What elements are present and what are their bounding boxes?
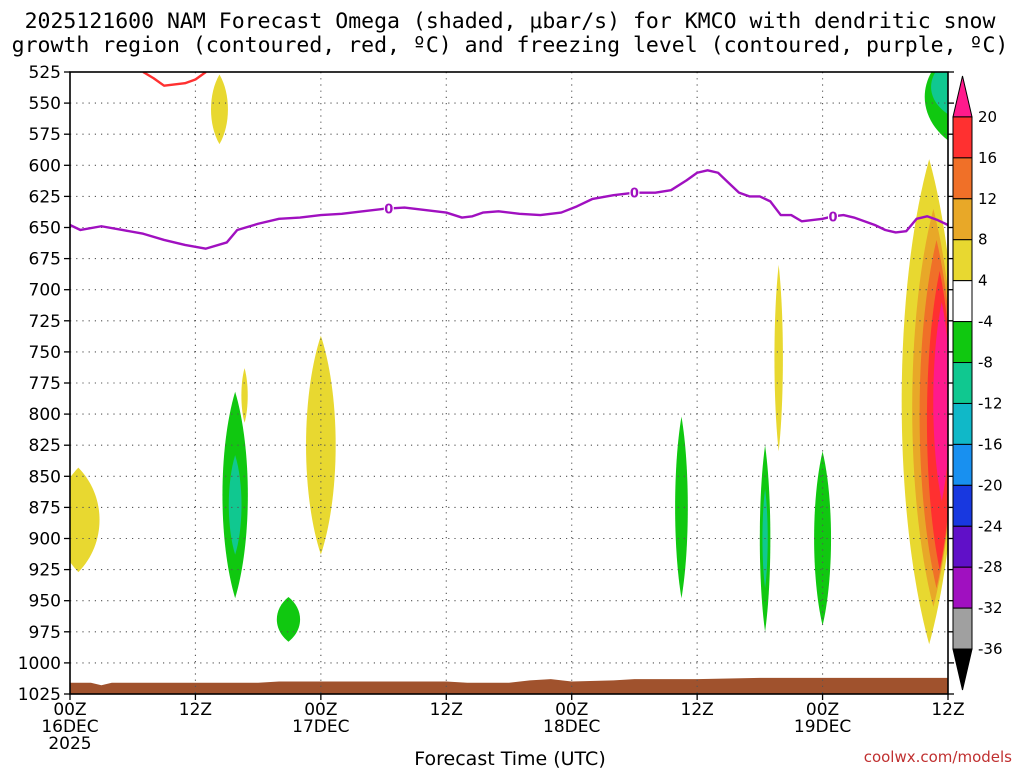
colorbar-swatch-3 xyxy=(952,198,973,241)
x-tick-label-36-1: 12Z xyxy=(430,700,463,720)
colorbar-label-12: -32 xyxy=(978,599,1003,617)
omega-region-7 xyxy=(276,596,301,642)
freezing-label-bg-0 xyxy=(383,200,394,216)
omega-region-6 xyxy=(241,368,248,423)
colorbar-cap-bottom xyxy=(952,648,973,691)
colorbar-swatch-12 xyxy=(952,566,973,609)
colorbar-label-9: -20 xyxy=(978,476,1003,494)
colorbar-swatch-11 xyxy=(952,525,973,568)
omega-region-5 xyxy=(228,455,242,555)
colorbar-swatch-8 xyxy=(952,402,973,445)
omega-region-3 xyxy=(70,467,100,573)
y-tick-label-625: 625 xyxy=(29,187,61,207)
omega-region-10 xyxy=(774,264,783,452)
y-axis-ticks: 525 550 575 600 625 650 675 700 725 750 775 800 825 8… xyxy=(18,63,954,705)
colorbar-label-6: -8 xyxy=(978,354,993,372)
omega-region-2 xyxy=(931,72,948,115)
credit-text: coolwx.com/models xyxy=(864,748,1012,766)
y-tick-label-1000: 1000 xyxy=(18,654,61,674)
freezing-level-label-2: 0 xyxy=(829,210,838,225)
colorbar-swatch-9 xyxy=(952,443,973,486)
dgz-contour-line xyxy=(142,72,207,87)
x-tick-label-0-1: 00Z xyxy=(53,700,86,720)
chart-title-line1: 2025121600 NAM Forecast Omega (shaded, μ… xyxy=(25,9,996,34)
colorbar-label-1: 16 xyxy=(978,149,997,167)
x-tick-label-24-2: 17DEC xyxy=(292,717,349,737)
colorbar-cap-top xyxy=(952,75,973,118)
colorbar-label-2: 12 xyxy=(978,190,997,208)
x-axis-label: Forecast Time (UTC) xyxy=(414,748,605,768)
y-tick-label-750: 750 xyxy=(29,343,61,363)
x-tick-label-24-1: 00Z xyxy=(304,700,337,720)
colorbar-swatch-1 xyxy=(952,116,973,159)
y-tick-label-675: 675 xyxy=(29,250,61,270)
y-tick-label-575: 575 xyxy=(29,125,61,145)
x-tick-label-60-1: 12Z xyxy=(681,700,714,720)
colorbar-swatch-4 xyxy=(952,239,973,282)
y-tick-label-550: 550 xyxy=(29,94,61,114)
y-tick-label-900: 900 xyxy=(29,530,61,550)
y-tick-label-600: 600 xyxy=(29,156,61,176)
colorbar-label-8: -16 xyxy=(978,435,1003,453)
terrain-fill xyxy=(70,677,948,694)
colorbar-swatch-13 xyxy=(952,607,973,650)
colorbar-label-4: 4 xyxy=(978,272,988,290)
colorbar-label-10: -24 xyxy=(978,517,1003,535)
y-tick-label-850: 850 xyxy=(29,467,61,487)
colorbar-label-11: -28 xyxy=(978,558,1003,576)
y-tick-label-775: 775 xyxy=(29,374,61,394)
colorbar-swatch-6 xyxy=(952,321,973,364)
x-tick-label-84-1: 12Z xyxy=(931,700,964,720)
colorbar-swatch-5 xyxy=(952,280,973,323)
y-tick-label-975: 975 xyxy=(29,623,61,643)
contour-lines: 0 0 0 xyxy=(70,72,948,250)
x-tick-label-72-2: 19DEC xyxy=(794,717,851,737)
omega-region-13 xyxy=(814,451,832,626)
omega-region-0 xyxy=(211,74,228,145)
y-tick-label-525: 525 xyxy=(29,63,61,83)
x-tick-label-72-1: 00Z xyxy=(806,700,839,720)
y-tick-label-800: 800 xyxy=(29,405,61,425)
terrain-layer xyxy=(70,677,948,694)
grid-lines xyxy=(70,72,948,694)
chart-title-line2: growth region (contoured, red, ºC) and f… xyxy=(12,33,1009,58)
y-tick-label-700: 700 xyxy=(29,281,61,301)
freezing-level-label-0: 0 xyxy=(384,203,393,218)
x-tick-label-48-1: 00Z xyxy=(555,700,588,720)
y-tick-label-650: 650 xyxy=(29,219,61,239)
freezing-level-label-1: 0 xyxy=(630,187,639,202)
plot-frame xyxy=(69,71,949,695)
colorbar-swatch-7 xyxy=(952,362,973,404)
x-tick-label-0-3: 2025 xyxy=(48,734,91,754)
colorbar-label-0: 20 xyxy=(978,108,997,126)
x-tick-label-48-2: 18DEC xyxy=(543,717,600,737)
colorbar-swatch-2 xyxy=(952,157,973,200)
y-tick-label-875: 875 xyxy=(29,498,61,518)
colorbar: 20 16 12 8 4 -4 -8 -12 -16 -20 -24 -28 -32 -36 xyxy=(952,75,1003,691)
y-tick-label-925: 925 xyxy=(29,561,61,581)
y-tick-label-1025: 1025 xyxy=(18,685,61,705)
plot-axes xyxy=(69,71,949,695)
colorbar-label-7: -12 xyxy=(978,394,1003,412)
y-tick-label-725: 725 xyxy=(29,312,61,332)
colorbar-label-3: 8 xyxy=(978,231,988,249)
freezing-label-bg-2 xyxy=(828,208,839,224)
freezing-level-line xyxy=(70,169,948,250)
y-tick-label-950: 950 xyxy=(29,592,61,612)
omega-region-9 xyxy=(675,416,688,599)
freezing-label-bg-1 xyxy=(629,184,640,200)
colorbar-label-13: -36 xyxy=(978,640,1003,658)
colorbar-swatch-10 xyxy=(952,484,973,527)
x-tick-label-0-2: 16DEC xyxy=(41,717,98,737)
colorbar-label-5: -4 xyxy=(978,313,993,331)
x-tick-label-12-1: 12Z xyxy=(179,700,212,720)
y-tick-label-825: 825 xyxy=(29,436,61,456)
omega-shaded-regions xyxy=(70,72,948,645)
